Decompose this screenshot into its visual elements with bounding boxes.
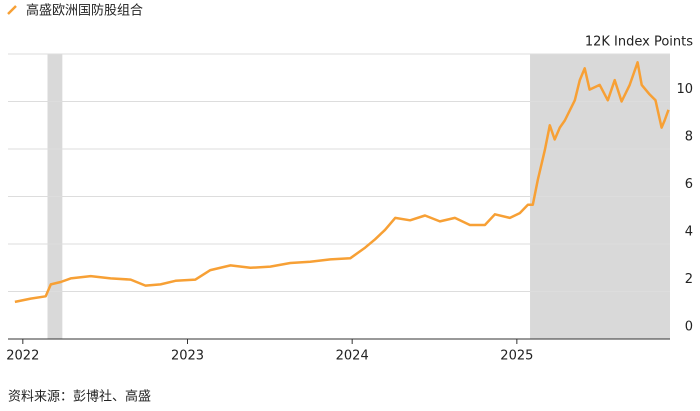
source: 资料来源：彭博社、高盛 <box>8 389 151 405</box>
legend-label: 高盛欧洲国防股组合 <box>26 3 143 19</box>
y-tick-label: 8 <box>685 130 693 145</box>
legend-swatch <box>7 5 17 15</box>
x-tick-label: 2022 <box>6 349 39 364</box>
x-tick-label: 2025 <box>500 349 533 364</box>
y-tick-label: 4 <box>685 225 693 240</box>
y-tick-label: 10 <box>676 82 693 97</box>
series-line <box>14 61 670 304</box>
x-tick-label: 2023 <box>171 349 204 364</box>
y-tick-label: 0 <box>685 320 693 335</box>
y-tick-label: 2 <box>685 272 693 287</box>
x-tick-label: 2024 <box>336 349 369 364</box>
y-tick-label: 6 <box>685 177 693 192</box>
y-tick-label: 12K Index Points <box>585 35 693 50</box>
